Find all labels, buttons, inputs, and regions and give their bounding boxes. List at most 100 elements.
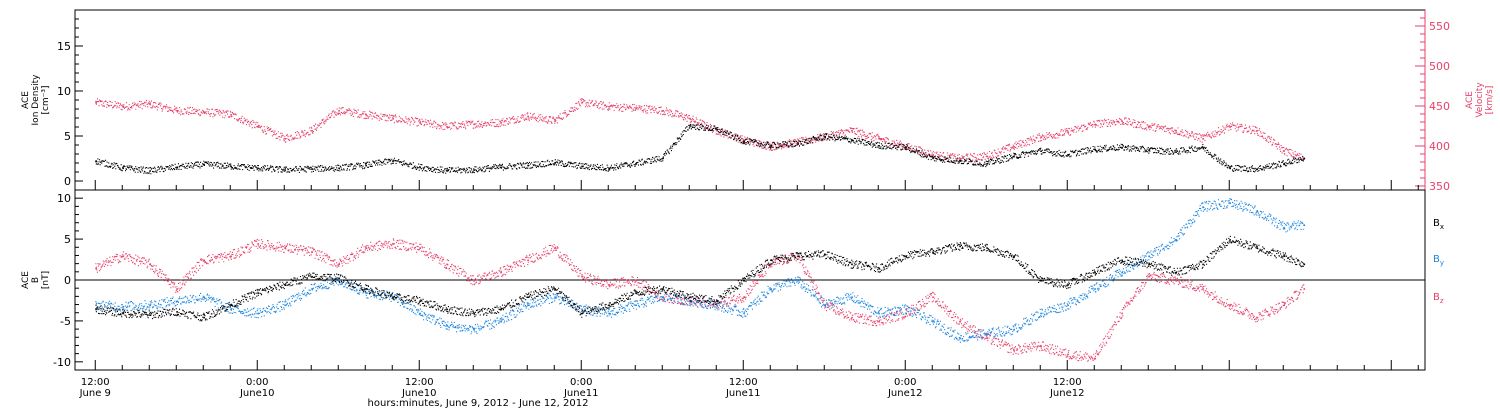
series-bz-point [1229,304,1231,307]
series-bx-point [1229,239,1231,241]
x-tick-label-date: June12 [1049,388,1085,399]
series-bz-point [365,247,367,249]
series-by-point [230,308,232,311]
series-bz-point [1283,304,1285,307]
series-ion-density [95,123,1306,175]
series-bx-point [473,312,475,315]
series-by-point [608,312,610,315]
y-tick-label: 5 [64,130,71,143]
series-by-point [635,304,637,307]
series-velocity-point [1040,136,1042,138]
series-velocity-point [284,138,286,140]
x-axis-title: hours:minutes, June 9, 2012 - June 12, 2… [368,398,589,409]
series-bz-point [500,271,502,274]
series-velocity-point [176,110,178,112]
series-velocity-point [1013,146,1015,148]
series-by-point [716,304,718,307]
series-ion-density-point [1094,148,1096,151]
series-bx-point [851,263,853,266]
legend-main: B [1433,218,1440,229]
series-velocity-point [1256,130,1258,132]
y-tick-label: 10 [57,192,71,205]
legend-sub: x [1440,223,1444,231]
series-bx [95,235,1306,322]
series-velocity-point [851,130,853,132]
series-velocity-point [446,126,448,128]
series-bx-point [338,277,340,280]
series-by-point [1283,226,1285,229]
series-bz-point [527,259,529,262]
series-by-point [986,333,988,335]
legend-bx: Bx [1433,218,1444,231]
series-ion-density-point [446,170,448,172]
series-velocity-point [1067,131,1069,134]
series-bx-point [365,288,367,290]
series-velocity-point [716,130,718,132]
x-tick-label-time: 12:00 [1053,377,1082,388]
series-ion-density-point [527,164,529,167]
series-velocity-point [554,120,556,122]
y-axis-label-density-line: ACE [21,91,31,109]
series-by-point [1121,271,1123,274]
x-tick-label-time: 0:00 [246,377,268,388]
series-velocity-point [1148,126,1150,128]
series-ion-density-point [1013,155,1015,158]
series-velocity [95,98,1306,162]
x-tick-label-time: 0:00 [570,377,592,388]
series-bz-point [176,288,178,290]
series-ion-density-point [986,163,988,165]
series-bz-point [95,267,97,270]
legend-bz: Bz [1433,292,1444,305]
x-tick-label-date: June10 [239,388,275,399]
series-bx-point [1202,263,1204,266]
series-by-point [500,320,502,323]
series-bx-point [662,288,664,290]
series-bx-point [1067,284,1069,286]
series-by-point [446,325,448,327]
series-bx-point [1256,247,1258,249]
series-by-point [878,312,880,315]
series-bx-point [581,312,583,315]
x-tick-label-time: 12:00 [405,377,434,388]
series-by-point [122,306,124,308]
series-ion-density-point [149,170,151,172]
y-tick-label: 0 [64,175,71,188]
series-velocity-point [203,111,205,114]
series-by-point [932,320,934,323]
series-bz-point [338,263,340,266]
series-bx-point [1283,255,1285,258]
series-velocity-point [635,107,637,110]
series-by-point [797,280,799,282]
series-by-point [959,337,961,339]
series-velocity-point [527,115,529,118]
series-bz-point [1303,288,1306,290]
series-by-point [1256,210,1258,213]
series-bx-point [1094,271,1096,274]
y2-tick-label: 400 [1429,140,1450,153]
y2-tick-label: 350 [1429,180,1450,193]
series-velocity-point [743,139,745,142]
series-velocity-point [770,146,772,148]
series-bz-point [1148,275,1150,278]
series-velocity-point [311,130,313,132]
series-by-point [743,312,745,315]
y2-axis-label-velocity-line: Velocity [1475,82,1485,118]
series-ion-density-point [203,163,205,166]
series-by-point [527,304,529,307]
series-bz-point [1040,345,1042,348]
series-bx-point [797,255,799,258]
series-ion-density-point [230,165,232,168]
series-ion-density-point [95,160,97,162]
y-axis-label-density-line: Ion Density [31,74,41,126]
series-bx-point [392,296,394,298]
series-ion-density-point [554,162,556,164]
y-tick-label: 5 [64,233,71,246]
series-ion-density-point [257,167,259,170]
series-by-point [1303,224,1306,226]
series-velocity-point [581,102,583,104]
series-bz-point [851,316,853,319]
series-ion-density-point [473,169,475,171]
series-ion-density-point [932,157,934,160]
series-bz-point [581,275,583,278]
